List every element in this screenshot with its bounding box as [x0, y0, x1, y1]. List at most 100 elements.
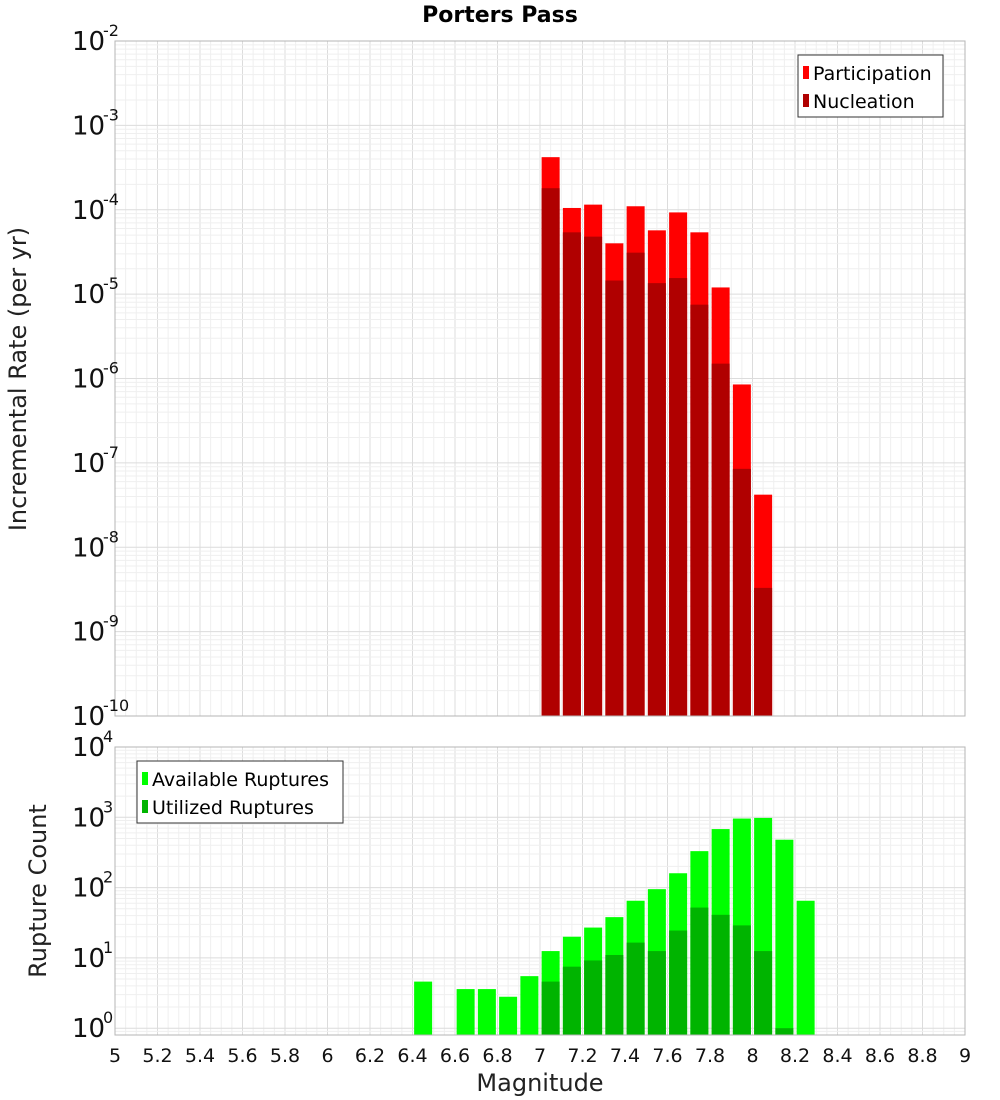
top-y-tick-exponent: -6 — [103, 359, 119, 378]
bottom-bar-utilized-ruptures — [584, 960, 603, 1035]
top-y-tick-label: 10 — [72, 618, 105, 648]
x-tick-label: 5 — [109, 1045, 121, 1067]
top-bar-nucleation — [711, 363, 730, 716]
top-y-tick-label: 10 — [72, 702, 105, 732]
x-tick-label: 8.6 — [865, 1045, 895, 1067]
bottom-y-tick-label: 10 — [72, 1014, 105, 1044]
bottom-legend-label: Utilized Ruptures — [152, 797, 314, 819]
top-legend-box — [797, 54, 944, 118]
bottom-bar-available-ruptures — [456, 989, 475, 1035]
x-tick-label: 5.6 — [227, 1045, 257, 1067]
bottom-legend-swatch — [142, 772, 148, 785]
bottom-bar-utilized-ruptures — [605, 954, 624, 1035]
bottom-bar-utilized-ruptures — [626, 942, 645, 1035]
bottom-y-tick-label: 10 — [72, 803, 105, 833]
bottom-y-tick-exponent: 1 — [103, 938, 113, 957]
top-bar-nucleation — [605, 280, 624, 716]
x-tick-label: 9 — [959, 1045, 971, 1067]
bottom-bar-utilized-ruptures — [711, 914, 730, 1035]
top-bar-nucleation — [754, 587, 773, 716]
top-bar-nucleation — [647, 283, 666, 716]
top-y-tick-exponent: -2 — [103, 21, 119, 40]
bottom-legend-swatch — [142, 800, 148, 813]
top-y-tick-label: 10 — [72, 280, 105, 310]
top-y-tick-label: 10 — [72, 27, 105, 57]
top-panel: 10-1010-910-810-710-610-510-410-310-2Par… — [72, 21, 966, 732]
top-y-tick-label: 10 — [72, 196, 105, 226]
x-tick-label: 7.4 — [610, 1045, 640, 1067]
top-legend-label: Participation — [813, 63, 932, 85]
top-y-tick-exponent: -9 — [103, 612, 119, 631]
x-tick-label: 5.8 — [270, 1045, 300, 1067]
top-y-tick-exponent: -7 — [103, 443, 119, 462]
x-tick-label: 6.2 — [355, 1045, 385, 1067]
bottom-bar-utilized-ruptures — [647, 951, 666, 1035]
bottom-y-tick-label: 10 — [72, 944, 105, 974]
bottom-bar-utilized-ruptures — [669, 930, 688, 1035]
x-tick-label: 8.4 — [822, 1045, 852, 1067]
top-bar-nucleation — [669, 278, 688, 716]
top-plot-frame — [114, 40, 966, 717]
x-tick-label: 8.2 — [780, 1045, 810, 1067]
top-legend-swatch — [803, 66, 809, 79]
bottom-bar-available-ruptures — [499, 996, 518, 1035]
x-axis-label: Magnitude — [476, 1069, 603, 1097]
top-y-tick-exponent: -3 — [103, 105, 119, 124]
bottom-bar-utilized-ruptures — [732, 925, 751, 1035]
top-y-tick-exponent: -5 — [103, 274, 119, 293]
x-tick-label: 6.4 — [397, 1045, 427, 1067]
top-y-tick-label: 10 — [72, 533, 105, 563]
bottom-y-tick-exponent: 4 — [103, 727, 113, 746]
bottom-legend-label: Available Ruptures — [152, 769, 329, 791]
bottom-bar-utilized-ruptures — [754, 951, 773, 1035]
top-y-tick-exponent: -4 — [103, 190, 119, 209]
bottom-y-tick-label: 10 — [72, 733, 105, 763]
x-tick-label: 8.8 — [907, 1045, 937, 1067]
bottom-bar-available-ruptures — [477, 989, 496, 1035]
bottom-y-axis-label: Rupture Count — [24, 804, 52, 978]
bottom-bar-available-ruptures — [775, 839, 794, 1035]
bottom-bar-available-ruptures — [520, 976, 539, 1035]
bottom-plot-frame — [114, 746, 966, 1036]
x-tick-label: 6.6 — [440, 1045, 470, 1067]
bottom-bar-available-ruptures — [414, 981, 433, 1035]
x-tick-label: 7.6 — [652, 1045, 682, 1067]
bottom-legend-box — [136, 760, 344, 824]
chart-title: Porters Pass — [422, 3, 578, 28]
bottom-y-tick-exponent: 2 — [103, 868, 113, 887]
x-tick-label: 6.8 — [482, 1045, 512, 1067]
top-y-tick-label: 10 — [72, 365, 105, 395]
top-y-tick-exponent: -10 — [103, 696, 129, 715]
top-bar-nucleation — [584, 236, 603, 716]
top-legend: Participation Nucleation — [797, 54, 944, 118]
x-tick-label: 7 — [534, 1045, 546, 1067]
top-y-axis-label: Incremental Rate (per yr) — [4, 227, 32, 531]
top-y-tick-label: 10 — [72, 111, 105, 141]
bottom-bar-utilized-ruptures — [562, 966, 581, 1035]
x-tick-label: 5.4 — [185, 1045, 215, 1067]
bottom-y-tick-exponent: 0 — [103, 1008, 113, 1027]
bottom-bar-available-ruptures — [796, 900, 815, 1035]
top-bar-nucleation — [626, 252, 645, 716]
top-bar-nucleation — [732, 468, 751, 716]
x-tick-label: 7.8 — [695, 1045, 725, 1067]
top-bar-nucleation — [690, 304, 709, 716]
x-tick-label: 7.2 — [567, 1045, 597, 1067]
top-y-tick-label: 10 — [72, 449, 105, 479]
bottom-y-tick-label: 10 — [72, 874, 105, 904]
top-bar-nucleation — [562, 232, 581, 716]
top-y-tick-exponent: -8 — [103, 527, 119, 546]
bottom-y-tick-exponent: 3 — [103, 797, 113, 816]
top-bar-nucleation — [541, 188, 560, 717]
x-tick-label: 8 — [746, 1045, 758, 1067]
bottom-bar-utilized-ruptures — [690, 907, 709, 1035]
bottom-legend: Available Ruptures Utilized Ruptures — [136, 760, 344, 824]
top-legend-label: Nucleation — [813, 91, 915, 113]
x-tick-label: 5.2 — [142, 1045, 172, 1067]
bottom-bar-utilized-ruptures — [775, 1028, 794, 1035]
bottom-bar-utilized-ruptures — [541, 981, 560, 1035]
x-tick-label: 6 — [321, 1045, 333, 1067]
top-legend-swatch — [803, 94, 809, 107]
